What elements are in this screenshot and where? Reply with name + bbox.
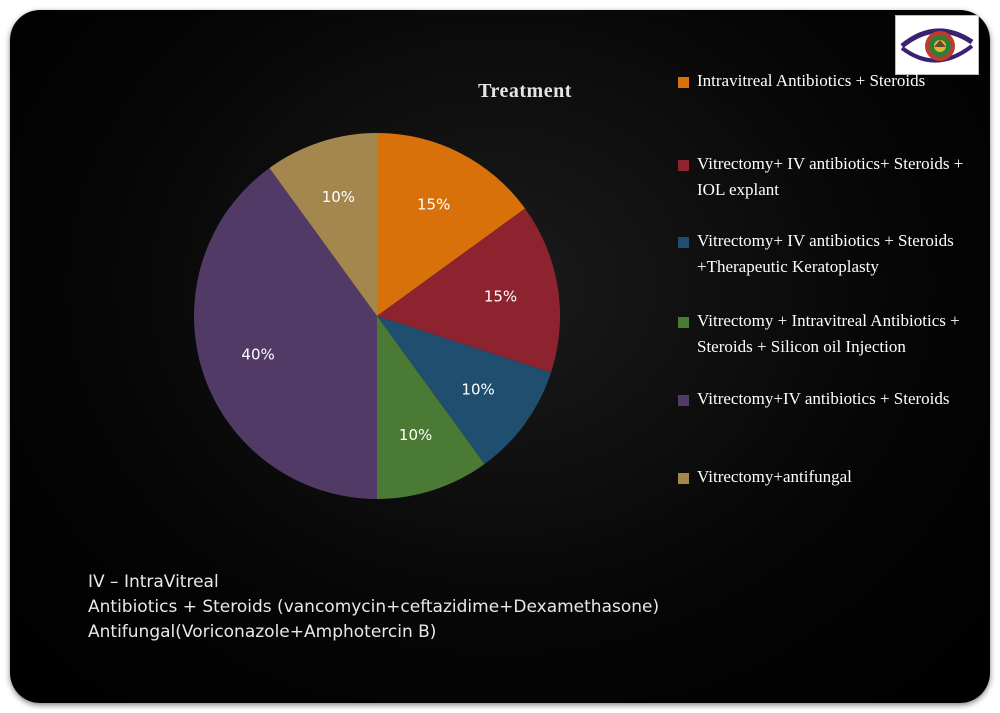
pie-slice	[377, 316, 552, 465]
legend-label: Vitrectomy + Intravitreal Antibiotics + …	[697, 311, 960, 356]
legend-item: Vitrectomy+ IV antibiotics + Steroids +T…	[678, 228, 968, 280]
legend-item: Vitrectomy+antifungal	[678, 464, 968, 490]
legend-item: Intravitreal Antibiotics + Steroids	[678, 68, 968, 94]
slice-data-label: 10%	[399, 426, 432, 444]
legend-label: Vitrectomy+ IV antibiotics + Steroids +T…	[697, 231, 954, 276]
slice-data-label: 10%	[322, 188, 355, 206]
pie-slice	[194, 167, 377, 499]
pie-data-labels: 15% 15% 10% 10% 40% 10%	[241, 188, 517, 444]
legend-swatch	[678, 395, 689, 406]
legend-item: Vitrectomy+IV antibiotics + Steroids	[678, 386, 968, 412]
slice-data-label: 40%	[241, 346, 274, 364]
chart-title: Treatment	[478, 80, 572, 102]
pie-slices	[194, 133, 560, 499]
note-abbreviation: IV – IntraVitreal	[88, 572, 219, 592]
legend-swatch	[678, 473, 689, 484]
footnotes: IV – IntraVitreal Antibiotics + Steroids…	[88, 570, 659, 645]
slice-data-label: 10%	[461, 381, 494, 399]
slide: Treatment 15% 15% 10% 10% 40% 10% Intravitrea…	[10, 10, 990, 703]
pie-slice	[377, 316, 485, 499]
legend-label: Vitrectomy+IV antibiotics + Steroids	[697, 389, 950, 408]
legend-label: Vitrectomy+antifungal	[697, 467, 852, 486]
pie-chart: Treatment 15% 15% 10% 10% 40% 10%	[194, 80, 572, 499]
legend-swatch	[678, 317, 689, 328]
pie-slice	[377, 208, 560, 373]
note-antibiotics: Antibiotics + Steroids (vancomycin+cefta…	[88, 597, 660, 617]
pie-slice	[269, 133, 377, 316]
legend-item: Vitrectomy+ IV antibiotics+ Steroids + I…	[678, 151, 968, 203]
eye-logo-icon	[895, 15, 979, 75]
legend-label: Intravitreal Antibiotics + Steroids	[697, 71, 926, 90]
pie-slice	[377, 133, 526, 316]
legend-swatch	[678, 77, 689, 88]
legend-swatch	[678, 237, 689, 248]
slice-data-label: 15%	[417, 196, 450, 214]
legend-label: Vitrectomy+ IV antibiotics+ Steroids + I…	[697, 154, 964, 199]
slice-data-label: 15%	[484, 287, 517, 305]
legend-swatch	[678, 160, 689, 171]
note-antifungal: Antifungal(Voriconazole+Amphotercin B)	[88, 622, 437, 642]
legend-item: Vitrectomy + Intravitreal Antibiotics + …	[678, 308, 968, 360]
